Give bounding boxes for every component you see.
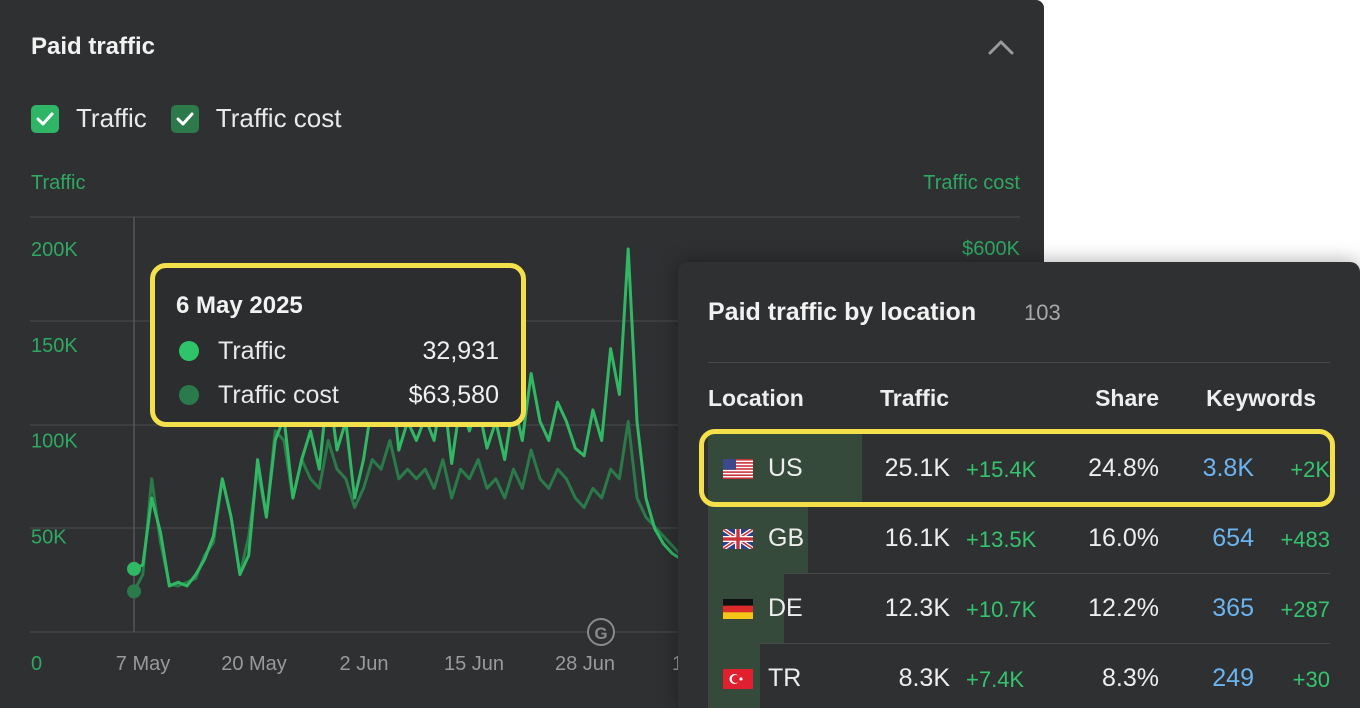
paid-traffic-by-location-card: Paid traffic by location 103 Location Tr… [678, 262, 1360, 708]
x-tick-label: 2 Jun [340, 653, 389, 675]
keywords-delta: +2K [1290, 457, 1330, 482]
tr-flag-icon [723, 669, 753, 689]
keywords-link[interactable]: 3.8K [1202, 454, 1254, 482]
legend-label-traffic: Traffic [76, 103, 147, 133]
check-icon [176, 112, 194, 125]
traffic-hover-point [127, 561, 141, 576]
traffic-value: 12.3K [884, 594, 950, 622]
traffic-dot-icon [179, 341, 199, 361]
legend-label-traffic-cost: Traffic cost [215, 103, 342, 133]
legend-toggle-traffic-cost[interactable]: Traffic cost [170, 103, 342, 134]
share-value: 8.3% [1102, 664, 1159, 692]
location-row-de[interactable]: DE 12.3K +10.7K 12.2% 365 +287 [708, 573, 1330, 643]
traffic-delta: +7.4K [966, 667, 1025, 692]
traffic-delta: +13.5K [966, 527, 1037, 552]
panel-title: Paid traffic [31, 33, 156, 60]
chart-legend: Traffic Traffic cost [31, 103, 366, 134]
traffic-cost-dot-icon [179, 385, 199, 405]
us-flag-icon [723, 459, 753, 479]
svg-text:G: G [594, 624, 607, 643]
header-location[interactable]: Location [708, 385, 804, 411]
share-value: 16.0% [1088, 524, 1159, 552]
y-tick-label-left: 100K [31, 431, 78, 453]
row-divider [708, 573, 1330, 574]
y-tick-label-right: $600K [962, 238, 1020, 260]
location-row-us[interactable]: US 25.1K +15.4K 24.8% 3.8K +2K [708, 433, 1330, 503]
tooltip-row-traffic-cost: Traffic cost $63,580 [179, 380, 499, 410]
y-tick-label-left: 0 [31, 653, 42, 675]
location-card-title: Paid traffic by location [708, 298, 977, 326]
location-code: GB [768, 524, 805, 552]
tooltip-date: 6 May 2025 [176, 292, 303, 319]
traffic-cost-hover-point [127, 584, 141, 599]
tooltip-label: Traffic cost [218, 380, 339, 409]
tooltip-value: $63,580 [408, 380, 499, 409]
traffic-value: 25.1K [884, 454, 950, 482]
y-tick-label-left: 150K [31, 335, 78, 357]
location-row-tr[interactable]: TR 8.3K +7.4K 8.3% 249 +30 [708, 643, 1330, 708]
google-update-icon[interactable]: G [587, 618, 615, 646]
x-tick-label: 1 [672, 653, 683, 675]
divider [708, 362, 1330, 363]
keywords-link[interactable]: 249 [1212, 664, 1254, 692]
traffic-value: 16.1K [884, 524, 950, 552]
y-tick-label-left: 200K [31, 239, 78, 261]
keywords-delta: +287 [1280, 597, 1330, 622]
traffic-value: 8.3K [898, 664, 950, 692]
header-keywords[interactable]: Keywords [1206, 385, 1316, 411]
legend-toggle-traffic[interactable]: Traffic [31, 103, 147, 134]
location-count: 103 [1024, 300, 1061, 325]
x-tick-label: 20 May [221, 653, 287, 675]
traffic-cost-checkbox[interactable] [170, 104, 199, 133]
y-axis-right-title: Traffic cost [923, 172, 1020, 194]
row-divider [708, 643, 1330, 644]
chart-tooltip: 6 May 2025 Traffic 32,931 Traffic cost $… [150, 263, 526, 427]
share-value: 24.8% [1088, 454, 1159, 482]
x-tick-label: 7 May [116, 653, 170, 675]
de-flag-icon [723, 599, 753, 619]
header-traffic[interactable]: Traffic [880, 385, 950, 411]
location-code: US [768, 454, 803, 482]
y-tick-label-left: 50K [31, 526, 67, 548]
keywords-link[interactable]: 365 [1212, 594, 1254, 622]
traffic-delta: +15.4K [966, 457, 1037, 482]
traffic-delta: +10.7K [966, 597, 1037, 622]
traffic-chart[interactable]: 0 50K 100K 150K 200K $600K 7 May 20 May 2 Jun 15 … [0, 0, 1044, 708]
tooltip-label: Traffic [218, 336, 287, 365]
location-code: DE [768, 594, 803, 622]
check-icon [36, 112, 54, 125]
x-tick-label: 15 Jun [444, 653, 504, 675]
chevron-up-icon[interactable] [986, 34, 1016, 60]
tooltip-value: 32,931 [422, 336, 499, 365]
traffic-series-line [133, 247, 691, 588]
share-value: 12.2% [1088, 594, 1159, 622]
location-row-gb[interactable]: GB 16.1K +13.5K 16.0% 654 +483 [708, 503, 1330, 573]
tooltip-row-traffic: Traffic 32,931 [179, 336, 499, 366]
header-share[interactable]: Share [1095, 385, 1159, 411]
keywords-link[interactable]: 654 [1212, 524, 1254, 552]
keywords-delta: +30 [1292, 667, 1330, 692]
location-code: TR [768, 664, 802, 692]
keywords-delta: +483 [1280, 527, 1330, 552]
y-axis-left-title: Traffic [31, 172, 86, 194]
traffic-checkbox[interactable] [31, 104, 59, 133]
gb-flag-icon [723, 529, 753, 549]
x-tick-label: 28 Jun [555, 653, 615, 675]
